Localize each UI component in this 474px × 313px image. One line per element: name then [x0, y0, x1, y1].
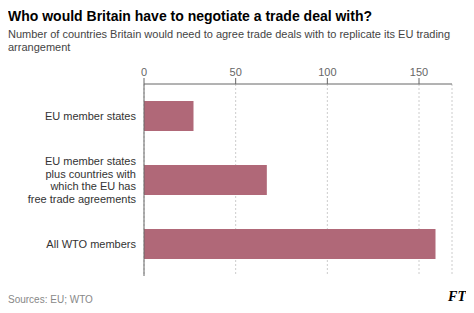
html-text:Who would Britain have to nego: Who would Britain have to negotiate a tr… [8, 8, 372, 24]
svg-text:EU member statesplus countries: EU member statesplus countries withwhich… [28, 155, 137, 205]
svg-text:0: 0 [141, 66, 147, 78]
svg-text:All WTO members: All WTO members [46, 238, 136, 250]
html-text:Number of countries Britain wo: Number of countries Britain would need t… [8, 28, 451, 53]
svg-text:100: 100 [318, 66, 336, 78]
html-text:Sources: EU; WTO: Sources: EU; WTO [8, 294, 93, 305]
html-text:FT: FT [448, 289, 466, 304]
svg-text:150: 150 [410, 66, 428, 78]
svg-text:50: 50 [230, 66, 242, 78]
svg-text:EU member states: EU member states [45, 110, 137, 122]
